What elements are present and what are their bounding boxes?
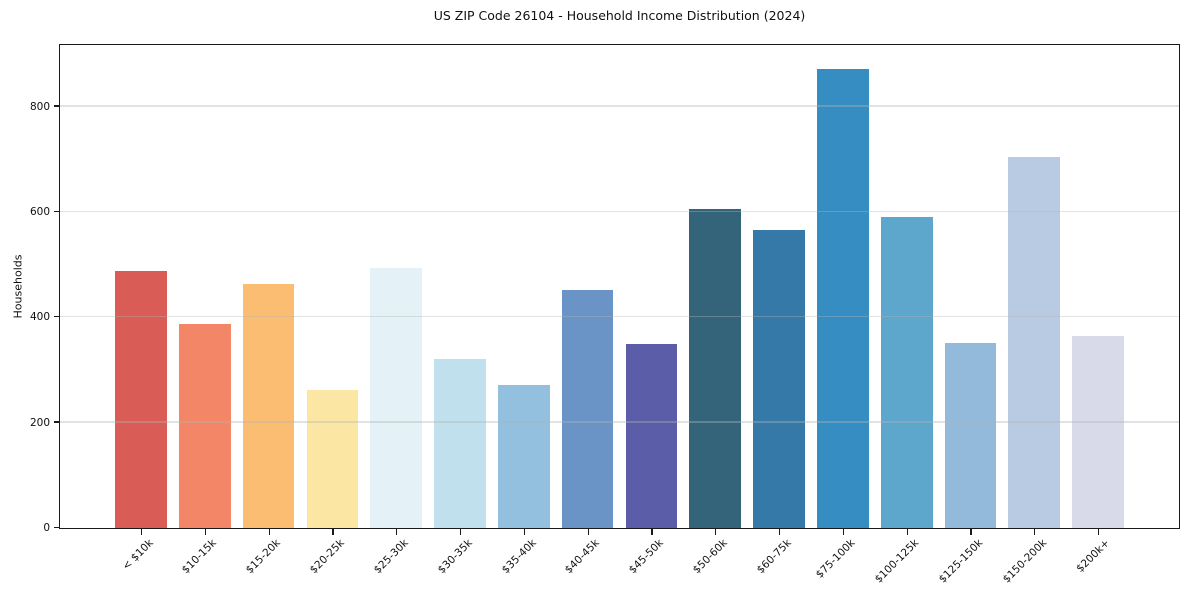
- bar-slot: $75-100k: [811, 45, 875, 581]
- x-tick-mark: [523, 529, 525, 535]
- bar-slot: $10-15k: [173, 45, 237, 576]
- x-tick-label: $150-200k: [1000, 537, 1049, 586]
- bar-slot: $20-25k: [300, 45, 364, 576]
- x-tick-label: < $10k: [119, 537, 156, 573]
- bar: [434, 359, 486, 528]
- bar: [817, 68, 869, 528]
- y-tick-label: 0: [43, 522, 50, 534]
- x-tick-mark: [459, 529, 462, 535]
- bar: [753, 230, 805, 528]
- y-tick-mark: [54, 421, 60, 423]
- x-tick-label: $35-40k: [499, 537, 539, 577]
- bar: [242, 284, 295, 528]
- bar-slot: $50-60k: [683, 45, 747, 576]
- bar: [625, 343, 678, 528]
- x-tick-mark: [970, 529, 972, 535]
- bar-slot: $25-30k: [364, 45, 428, 576]
- x-tick-mark: [587, 529, 589, 535]
- y-tick-label: 800: [29, 100, 50, 113]
- x-tick-label: $45-50k: [626, 537, 666, 577]
- x-tick-mark: [204, 529, 206, 535]
- bar-slot: $100-125k: [873, 45, 939, 586]
- x-tick-mark: [906, 529, 908, 535]
- x-tick-label: $10-15k: [180, 537, 220, 577]
- x-tick-mark: [268, 529, 270, 535]
- y-tick-mark: [54, 526, 60, 528]
- x-tick-label: $75-100k: [813, 537, 858, 581]
- bar: [561, 289, 614, 528]
- bar: [115, 271, 167, 528]
- x-tick-label: $15-20k: [243, 537, 284, 577]
- bar-slot: $30-35k: [428, 45, 492, 576]
- x-tick-mark: [842, 529, 845, 535]
- bar: [944, 342, 997, 528]
- bar-slot: $40-45k: [556, 45, 620, 576]
- x-tick-label: $40-45k: [562, 537, 603, 577]
- bar: [497, 384, 550, 528]
- plot-area: < $10k $10-15k $15-20k $20-25k $25-30k $30-35…: [30, 44, 1180, 586]
- x-tick-label: $60-75k: [754, 537, 794, 577]
- x-tick-label: $30-35k: [435, 537, 475, 577]
- x-tick-mark: [715, 529, 717, 535]
- y-tick-mark: [54, 316, 60, 318]
- bar-slot: < $10k: [109, 45, 173, 573]
- bar-slot: $200k+: [1066, 45, 1130, 575]
- bar-slot: $60-75k: [747, 45, 811, 576]
- x-tick-mark: [779, 529, 781, 535]
- bar: [689, 208, 742, 528]
- bar-slot: $15-20k: [237, 45, 301, 576]
- x-tick-label: $200k+: [1074, 537, 1113, 575]
- bar-slot: $150-200k: [1000, 45, 1066, 586]
- bar: [306, 389, 359, 528]
- bar-slot: $125-150k: [936, 45, 1003, 586]
- bar-slot: $45-50k: [620, 45, 684, 576]
- y-tick-label: 200: [29, 416, 50, 429]
- y-tick-label: 600: [29, 205, 50, 218]
- x-tick-mark: [140, 529, 143, 535]
- x-tick-mark: [1034, 529, 1036, 535]
- x-tick-mark: [396, 529, 398, 535]
- x-tick-mark: [651, 529, 653, 535]
- y-tick-label: 400: [29, 311, 50, 324]
- bar: [370, 267, 422, 528]
- bars-row: < $10k $10-15k $15-20k $20-25k $25-30k $30-35…: [60, 45, 1179, 586]
- y-tick-mark: [54, 105, 60, 107]
- x-tick-mark: [332, 529, 334, 535]
- chart-title: US ZIP Code 26104 - Household Income Dis…: [433, 8, 806, 23]
- x-tick-label: $25-30k: [371, 537, 411, 577]
- x-tick-mark: [1098, 529, 1100, 535]
- bar: [178, 323, 231, 528]
- bar: [1008, 156, 1061, 528]
- bar-slot: $35-40k: [492, 45, 556, 576]
- bar: [1072, 335, 1124, 528]
- x-tick-label: $100-125k: [872, 537, 922, 586]
- bar: [880, 217, 933, 528]
- x-tick-label: $50-60k: [690, 537, 730, 577]
- x-tick-label: $125-150k: [936, 537, 985, 586]
- y-tick-mark: [54, 210, 60, 212]
- x-tick-label: $20-25k: [307, 537, 347, 577]
